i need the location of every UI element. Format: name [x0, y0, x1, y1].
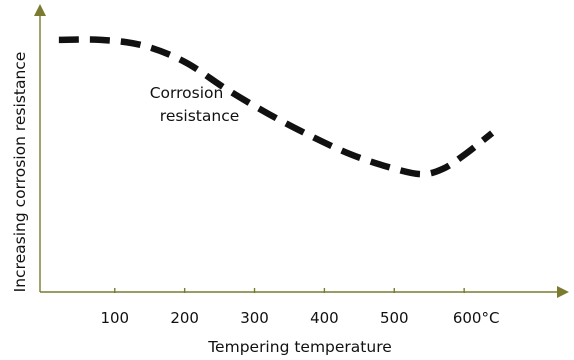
series-line-corrosion-resistance: [58, 36, 495, 178]
x-tick-label-300: 300: [240, 309, 269, 327]
annotation-line-1: Corrosion: [150, 84, 224, 102]
x-axis-title: Tempering temperature: [207, 338, 392, 356]
y-axis-title: Increasing corrosion resistance: [11, 52, 29, 293]
x-axis-arrow: [557, 286, 569, 298]
x-tick-label-400: 400: [310, 309, 339, 327]
annotations: Corrosion resistance: [150, 84, 240, 125]
x-ticks: 100 200 300 400 500 600°C: [100, 288, 499, 327]
x-tick-label-100: 100: [100, 309, 129, 327]
x-tick-label-200: 200: [170, 309, 199, 327]
annotation-line-2: resistance: [160, 107, 239, 125]
x-tick-label-500: 500: [380, 309, 409, 327]
x-tick-label-600: 600°C: [453, 309, 500, 327]
y-axis-arrow: [34, 4, 46, 16]
axes: [34, 4, 569, 298]
